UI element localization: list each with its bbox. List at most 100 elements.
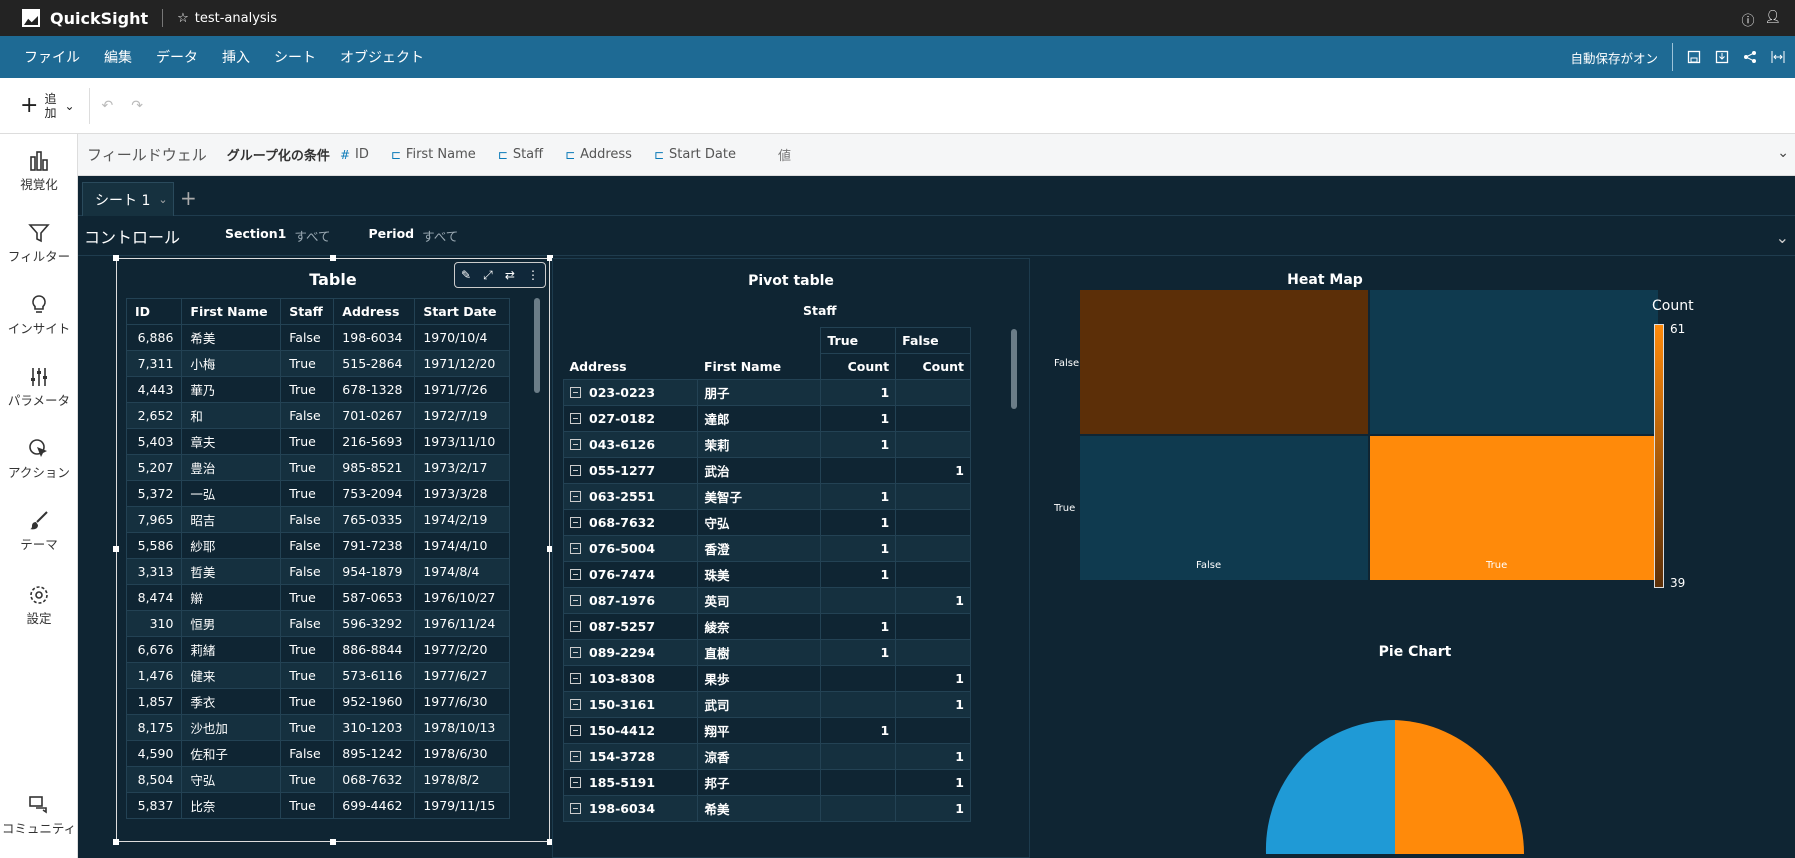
menu-insert[interactable]: 挿入 bbox=[222, 50, 250, 66]
more-icon[interactable]: ⋮ bbox=[526, 268, 539, 282]
table-row[interactable]: 8,504 守弘 True 068-7632 1978/8/2 bbox=[125, 766, 510, 793]
help-icon[interactable]: ⓘ bbox=[1741, 14, 1755, 29]
redo-icon[interactable]: ↷ bbox=[131, 97, 143, 114]
table-row[interactable]: 1,857 季衣 True 952-1960 1977/6/30 bbox=[125, 688, 510, 715]
user-icon[interactable]: 👤︎ bbox=[1764, 10, 1781, 25]
collapse-icon[interactable] bbox=[570, 569, 581, 580]
resize-handle[interactable] bbox=[330, 839, 336, 845]
fit-width-icon[interactable] bbox=[1771, 50, 1785, 64]
table-row[interactable]: 310 恒男 False 596-3292 1976/11/24 bbox=[125, 610, 510, 637]
collapse-icon[interactable] bbox=[570, 699, 581, 710]
pivot-row[interactable]: 089-2294 直樹 1 bbox=[562, 639, 971, 666]
pivot-row[interactable]: 027-0182 達郎 1 bbox=[562, 405, 971, 432]
field-id[interactable]: # ID bbox=[340, 147, 369, 162]
pivot-row[interactable]: 087-5257 綾奈 1 bbox=[562, 613, 971, 640]
table-row[interactable]: 2,652 和 False 701-0267 1972/7/19 bbox=[125, 402, 510, 429]
nav-filter[interactable]: フィルター bbox=[0, 222, 78, 265]
column-header-true[interactable]: True bbox=[820, 327, 897, 354]
table-row[interactable]: 1,476 健来 True 573-6116 1977/6/27 bbox=[125, 662, 510, 689]
pivot-row[interactable]: 055-1277 武治 1 bbox=[562, 457, 971, 484]
pivot-row[interactable]: 023-0223 朋子 1 bbox=[562, 379, 971, 406]
expand-icon[interactable]: ⤢ bbox=[483, 267, 493, 282]
field-address[interactable]: ⊏ Address bbox=[565, 147, 632, 162]
table-row[interactable]: 7,965 昭吉 False 765-0335 1974/2/19 bbox=[125, 506, 510, 533]
collapse-icon[interactable] bbox=[570, 751, 581, 762]
collapse-icon[interactable] bbox=[570, 517, 581, 528]
collapse-icon[interactable] bbox=[570, 777, 581, 788]
share-icon[interactable] bbox=[1743, 50, 1757, 64]
table-row[interactable]: 6,886 希美 False 198-6034 1970/10/4 bbox=[125, 324, 510, 351]
table-row[interactable]: 6,676 莉緒 True 886-8844 1977/2/20 bbox=[125, 636, 510, 663]
collapse-icon[interactable] bbox=[570, 725, 581, 736]
table-row[interactable]: 8,175 沙也加 True 310-1203 1978/10/13 bbox=[125, 714, 510, 741]
control-section1[interactable]: Section1 すべて bbox=[225, 226, 330, 245]
app-logo[interactable]: QuickSight bbox=[22, 9, 148, 28]
add-button[interactable]: + 追加 ⌄ bbox=[20, 92, 75, 120]
pivot-visual[interactable]: Pivot table Staff True False Address Fir… bbox=[552, 258, 1030, 858]
resize-handle[interactable] bbox=[547, 839, 553, 845]
menu-edit[interactable]: 編集 bbox=[104, 50, 132, 66]
pivot-row[interactable]: 063-2551 美智子 1 bbox=[562, 483, 971, 510]
table-visual[interactable]: Table ✎ ⤢ ⇄ ⋮ ID First Name Staff Address St… bbox=[113, 255, 553, 858]
nav-visualize[interactable]: 視覚化 bbox=[0, 150, 78, 193]
field-first-name[interactable]: ⊏ First Name bbox=[391, 147, 476, 162]
heatmap-cell[interactable] bbox=[1370, 436, 1658, 580]
table-row[interactable]: 8,474 辮 True 587-0653 1976/10/27 bbox=[125, 584, 510, 611]
analysis-title[interactable]: ☆ test-analysis bbox=[177, 11, 277, 26]
control-period[interactable]: Period すべて bbox=[369, 226, 459, 245]
resize-handle[interactable] bbox=[547, 546, 553, 552]
swap-icon[interactable]: ⇄ bbox=[504, 268, 515, 282]
star-icon[interactable]: ☆ bbox=[177, 10, 189, 26]
resize-handle[interactable] bbox=[113, 839, 119, 845]
pivot-row[interactable]: 076-5004 香澄 1 bbox=[562, 535, 971, 562]
download-icon[interactable] bbox=[1715, 50, 1729, 64]
resize-handle[interactable] bbox=[113, 546, 119, 552]
pivot-row[interactable]: 185-5191 邦子 1 bbox=[562, 769, 971, 796]
autosave-toggle[interactable]: 自動保存がオン bbox=[1570, 50, 1658, 66]
table-row[interactable]: 3,313 哲美 False 954-1879 1974/8/4 bbox=[125, 558, 510, 585]
column-header[interactable]: First Name bbox=[181, 298, 282, 325]
values-well[interactable]: 値 bbox=[777, 149, 791, 164]
column-header[interactable]: Start Date bbox=[414, 298, 510, 325]
save-icon[interactable] bbox=[1687, 50, 1701, 64]
pie-visual[interactable]: Pie Chart bbox=[1056, 624, 1790, 858]
collapse-icon[interactable] bbox=[570, 413, 581, 424]
collapse-icon[interactable] bbox=[570, 439, 581, 450]
resize-handle[interactable] bbox=[547, 255, 553, 261]
column-header[interactable]: Staff bbox=[280, 298, 335, 325]
scrollbar[interactable] bbox=[1011, 329, 1017, 409]
pivot-row[interactable]: 068-7632 守弘 1 bbox=[562, 509, 971, 536]
collapse-icon[interactable] bbox=[570, 387, 581, 398]
pivot-row[interactable]: 043-6126 茉莉 1 bbox=[562, 431, 971, 458]
heatmap-cell[interactable] bbox=[1080, 436, 1368, 580]
table-row[interactable]: 5,372 一弘 True 753-2094 1973/3/28 bbox=[125, 480, 510, 507]
menu-sheet[interactable]: シート bbox=[274, 50, 316, 66]
field-start-date[interactable]: ⊏ Start Date bbox=[654, 147, 736, 162]
scrollbar[interactable] bbox=[534, 298, 540, 393]
nav-actions[interactable]: アクション bbox=[0, 438, 78, 481]
table-row[interactable]: 4,443 華乃 True 678-1328 1971/7/26 bbox=[125, 376, 510, 403]
table-row[interactable]: 7,311 小梅 True 515-2864 1971/12/20 bbox=[125, 350, 510, 377]
pivot-row[interactable]: 150-3161 武司 1 bbox=[562, 691, 971, 718]
undo-icon[interactable]: ↶ bbox=[101, 97, 114, 114]
chevron-down-icon[interactable]: ⌄ bbox=[1775, 228, 1789, 247]
collapse-icon[interactable] bbox=[570, 803, 581, 814]
heatmap-visual[interactable]: Heat Map False True False True Count 61 … bbox=[1054, 258, 1790, 590]
column-header-false[interactable]: False bbox=[895, 327, 971, 354]
nav-themes[interactable]: テーマ bbox=[0, 510, 78, 553]
column-header[interactable]: ID bbox=[125, 298, 183, 325]
edit-icon[interactable]: ✎ bbox=[461, 268, 472, 282]
pivot-row[interactable]: 198-6034 希美 1 bbox=[562, 795, 971, 822]
collapse-icon[interactable] bbox=[570, 543, 581, 554]
collapse-icon[interactable] bbox=[570, 491, 581, 502]
table-row[interactable]: 5,586 紗耶 False 791-7238 1974/4/10 bbox=[125, 532, 510, 559]
tab-sheet-1[interactable]: シート 1 ⌄ bbox=[82, 182, 174, 216]
heatmap-cell[interactable] bbox=[1370, 290, 1658, 434]
table-row[interactable]: 4,590 佐和子 False 895-1242 1978/6/30 bbox=[125, 740, 510, 767]
pivot-row[interactable]: 087-1976 英司 1 bbox=[562, 587, 971, 614]
menu-object[interactable]: オブジェクト bbox=[340, 50, 424, 66]
heatmap-cell[interactable] bbox=[1080, 290, 1368, 434]
pivot-row[interactable]: 154-3728 涼香 1 bbox=[562, 743, 971, 770]
chevron-down-icon[interactable]: ⌄ bbox=[1777, 145, 1789, 161]
nav-parameters[interactable]: パラメータ bbox=[0, 366, 78, 409]
